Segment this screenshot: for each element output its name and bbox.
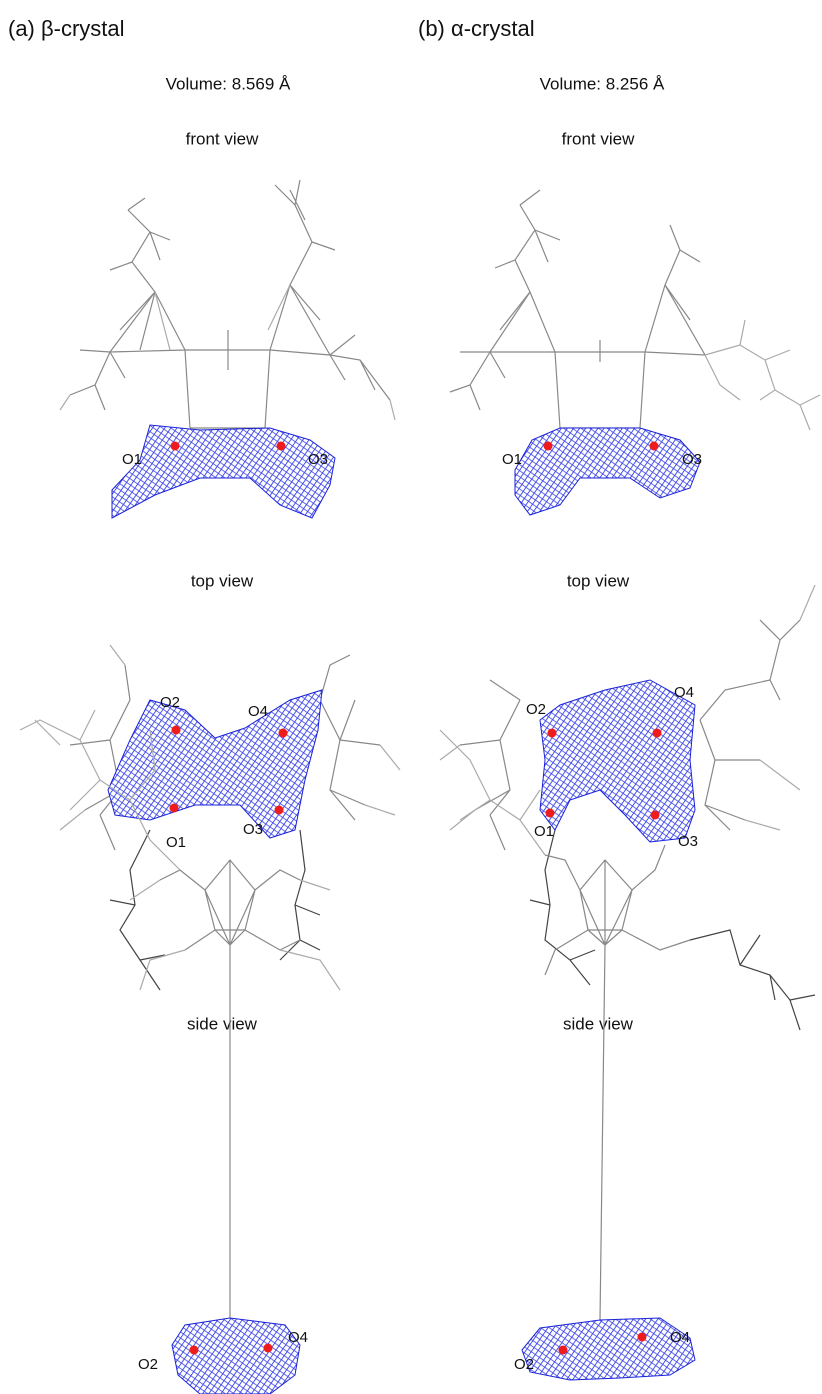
electron-mesh (112, 425, 335, 518)
electron-mesh (172, 1318, 300, 1394)
atom-dot (170, 804, 179, 813)
atom-label: O3 (243, 821, 263, 838)
atom-dot (548, 729, 557, 738)
electron-mesh (515, 428, 700, 515)
view-label: front view (562, 129, 635, 148)
atom-dot (653, 729, 662, 738)
view-label: top view (191, 571, 254, 590)
view-label: side view (563, 1014, 634, 1033)
view-label: top view (567, 571, 630, 590)
atom-dot (171, 442, 180, 451)
atom-label: O4 (674, 684, 694, 701)
atom-label: O1 (502, 451, 522, 468)
atom-label: O2 (514, 1356, 534, 1373)
atom-label: O1 (534, 823, 554, 840)
atom-dot (279, 729, 288, 738)
atom-label: O2 (138, 1356, 158, 1373)
atom-dot (277, 442, 286, 451)
atom-label: O3 (678, 833, 698, 850)
atom-dot (651, 811, 660, 820)
atom-dot (190, 1346, 199, 1355)
atom-label: O4 (670, 1329, 690, 1346)
view-label: front view (186, 129, 259, 148)
atom-dot (544, 442, 553, 451)
electron-mesh (540, 680, 695, 842)
atom-dot (172, 726, 181, 735)
view-label: side view (187, 1014, 258, 1033)
atom-label: O3 (308, 451, 328, 468)
atom-label: O1 (122, 451, 142, 468)
volume: Volume: 8.256 Å (540, 74, 665, 93)
atom-label: O4 (288, 1329, 308, 1346)
atom-dot (546, 809, 555, 818)
atom-dot (559, 1346, 568, 1355)
atom-label: O2 (160, 694, 180, 711)
electron-mesh (522, 1318, 695, 1380)
atom-label: O2 (526, 701, 546, 718)
molecule (450, 190, 820, 430)
volume: Volume: 8.569 Å (166, 74, 291, 93)
molecule (60, 180, 395, 428)
electron-mesh (108, 690, 322, 838)
panel-title: (a) β-crystal (8, 16, 125, 41)
atom-label: O1 (166, 834, 186, 851)
atom-label: O3 (682, 451, 702, 468)
panel-title: (b) α-crystal (418, 16, 535, 41)
atom-dot (275, 806, 284, 815)
atom-dot (264, 1344, 273, 1353)
figure: (a) β-crystal (b) α-crystal Volume: 8.56… (0, 0, 822, 1394)
atom-dot (638, 1333, 647, 1342)
atom-label: O4 (248, 703, 268, 720)
atom-dot (650, 442, 659, 451)
molecule (35, 645, 400, 990)
